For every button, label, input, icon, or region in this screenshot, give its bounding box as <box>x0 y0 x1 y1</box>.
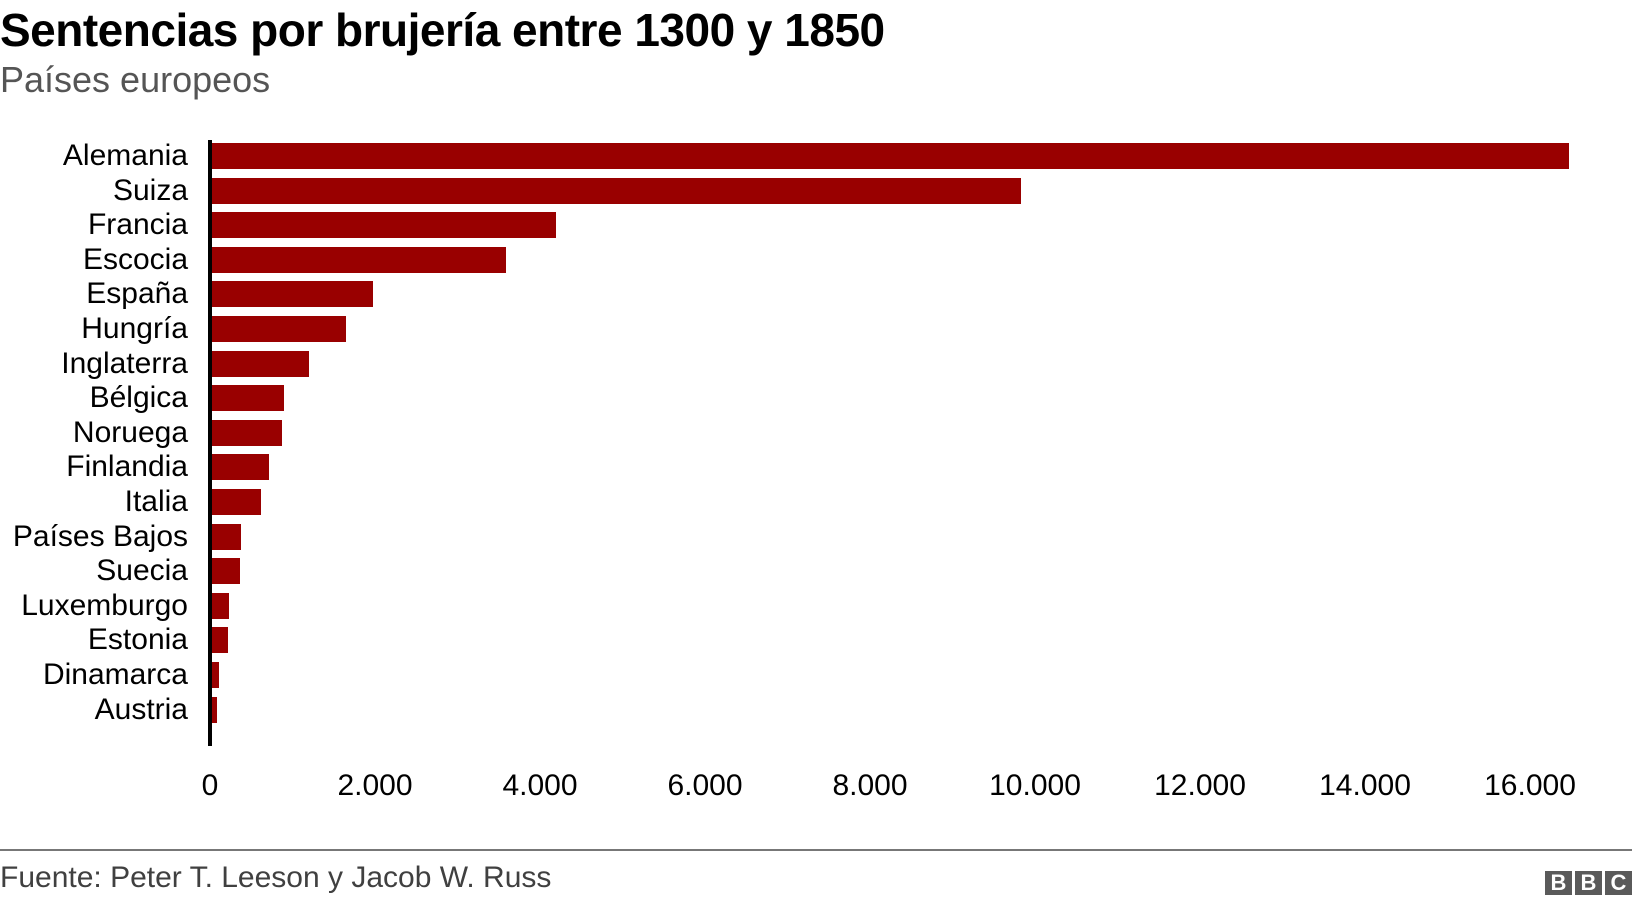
x-tick-label: 8.000 <box>832 769 908 802</box>
y-axis-line <box>208 140 212 746</box>
category-label: Hungría <box>81 312 188 345</box>
chart-title: Sentencias por brujería entre 1300 y 185… <box>0 4 885 56</box>
category-label: Alemania <box>62 139 188 172</box>
bbc-logo: B B C <box>1545 871 1632 895</box>
bar <box>212 696 218 723</box>
category-label: Dinamarca <box>42 658 188 691</box>
category-label: Suiza <box>112 173 188 207</box>
bar <box>212 419 282 446</box>
x-tick-label: 14.000 <box>1319 769 1411 802</box>
bar <box>212 212 556 239</box>
x-tick-label: 4.000 <box>502 769 578 802</box>
bbc-logo-letter: B <box>1545 871 1572 895</box>
chart-subtitle: Países europeos <box>0 59 271 100</box>
source-note: Fuente: Peter T. Leeson y Jacob W. Russ <box>0 861 552 894</box>
category-label: Inglaterra <box>61 346 188 380</box>
bar <box>212 489 262 515</box>
bar <box>212 662 220 688</box>
x-tick-label: 6.000 <box>667 769 743 802</box>
bar <box>212 558 240 585</box>
category-label: Suecia <box>96 554 188 588</box>
bbc-logo-letter: B <box>1575 871 1602 895</box>
category-label: Noruega <box>72 415 188 449</box>
category-label: Francia <box>87 208 188 242</box>
category-label: Bélgica <box>89 381 188 415</box>
x-tick-label: 2.000 <box>337 769 413 802</box>
category-label: Luxemburgo <box>21 588 188 622</box>
bar <box>212 246 507 273</box>
bar <box>212 454 270 481</box>
x-tick-label: 12.000 <box>1154 769 1246 802</box>
bar <box>212 281 374 308</box>
footer-divider <box>0 849 1632 851</box>
x-tick-label: 0 <box>201 769 219 802</box>
category-label: Estonia <box>87 623 188 657</box>
category-label: Países Bajos <box>12 519 188 553</box>
bar <box>212 592 229 619</box>
bar-chart: Alemania Suiza Francia Escocia España Hungría… <box>12 139 1576 802</box>
category-label: España <box>86 277 188 311</box>
bbc-logo-letter: C <box>1605 871 1632 895</box>
bar <box>212 350 309 377</box>
bar <box>212 523 242 550</box>
bar <box>212 316 347 342</box>
category-label: Italia <box>124 485 188 518</box>
bar <box>212 177 1021 204</box>
x-tick-label: 10.000 <box>989 769 1081 802</box>
bar <box>212 143 1569 169</box>
category-label: Escocia <box>82 242 188 276</box>
x-tick-label: 16.000 <box>1484 769 1576 802</box>
category-label: Finlandia <box>66 450 188 484</box>
category-label: Austria <box>94 692 188 726</box>
bar <box>212 385 285 412</box>
bar <box>212 627 229 654</box>
